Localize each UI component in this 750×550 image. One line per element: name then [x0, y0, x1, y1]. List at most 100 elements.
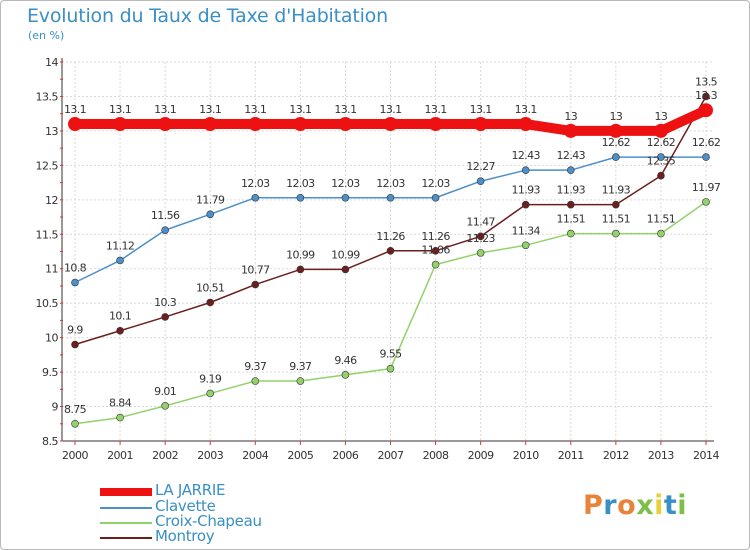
data-point — [702, 153, 710, 161]
data-labels-montroy: 9.9 10.1 10.3 10.51 10.77 10.99 10.99 11.26 11.2… — [67, 75, 718, 337]
data-label: 11.51 — [602, 213, 631, 226]
data-labels-croix-chapeau: 8.75 8.849.019.199.37 9.37 9.46 9.5511.0611.… — [64, 181, 721, 416]
y-tick-label: 10 — [45, 332, 58, 345]
data-label: 10.1 — [109, 310, 131, 323]
y-tick-label: 8.5 — [42, 435, 58, 448]
data-point — [161, 402, 169, 410]
data-label: 10.77 — [241, 264, 270, 277]
data-point — [566, 166, 575, 174]
data-point — [206, 389, 215, 398]
data-label: 12.03 — [421, 177, 450, 190]
data-label: 12.62 — [692, 136, 721, 149]
data-point — [206, 210, 215, 219]
data-label: 9.37 — [244, 360, 267, 373]
x-minor-ticks — [74, 441, 707, 445]
legend-label: Clavette — [155, 497, 216, 515]
data-label: 12.03 — [376, 177, 405, 190]
data-label: 11.97 — [692, 181, 721, 194]
data-label: 13.5 — [695, 75, 718, 88]
data-label: 11.23 — [466, 232, 495, 245]
data-label: 12.27 — [466, 160, 495, 173]
data-point — [251, 377, 260, 385]
data-point — [702, 92, 710, 101]
data-label: 12.03 — [331, 177, 360, 190]
data-point — [612, 153, 620, 161]
data-labels-la-jarrie: 13.1 13.1 13.1 13.1 13.1 13.1 13.1 13.1 13.1 13.1… — [64, 89, 718, 123]
logo-letter: P — [583, 490, 604, 521]
data-point — [612, 229, 620, 238]
data-point — [71, 278, 79, 287]
data-point — [296, 193, 305, 202]
data-point — [386, 193, 395, 202]
data-point — [657, 171, 665, 180]
data-point — [521, 200, 530, 209]
y-tick-labels: 8.5 9 9.5 10 10.5 11 11.5 12 12.5 13 13.5 14 — [36, 56, 60, 448]
data-label: 11.34 — [511, 224, 540, 237]
data-label: 12.62 — [647, 136, 676, 149]
x-tick-label: 2008 — [423, 449, 449, 462]
data-label: 11.51 — [557, 213, 586, 226]
x-tick-label: 2007 — [378, 449, 404, 462]
data-point — [476, 177, 485, 186]
data-label: 11.56 — [151, 209, 180, 222]
y-tick-label: 9.5 — [42, 366, 58, 379]
data-point — [657, 229, 665, 238]
y-tick-label: 10.5 — [36, 297, 59, 310]
data-label: 11.51 — [647, 213, 676, 226]
data-label: 9.19 — [199, 372, 222, 385]
data-label: 11.06 — [421, 244, 450, 257]
data-labels-clavette: 10.8 11.12 11.56 11.79 12.03 12.03 12.03 12.03 1… — [64, 136, 721, 274]
data-point — [113, 117, 128, 132]
data-label: 11.93 — [557, 184, 586, 197]
data-point — [341, 265, 350, 274]
data-point — [296, 377, 305, 385]
data-point — [161, 226, 169, 234]
x-tick-label: 2014 — [693, 449, 719, 462]
data-label: 13.1 — [199, 103, 221, 116]
data-point — [386, 364, 395, 373]
logo-letter: x — [636, 490, 655, 521]
data-point — [566, 200, 575, 209]
data-label: 11.12 — [106, 239, 135, 252]
data-label: 8.75 — [64, 403, 87, 416]
data-point — [476, 249, 485, 257]
data-point — [206, 298, 215, 307]
data-label: 9.9 — [67, 324, 83, 337]
legend-label: Montroy — [155, 527, 215, 545]
x-tick-label: 2003 — [197, 449, 223, 462]
data-label: 10.3 — [154, 296, 177, 309]
x-tick-label: 2011 — [558, 449, 584, 462]
data-label: 10.99 — [331, 248, 360, 261]
data-point — [383, 117, 398, 132]
data-label: 13.1 — [515, 103, 537, 116]
data-point — [612, 200, 620, 209]
y-tick-label: 12 — [45, 194, 58, 207]
data-label: 13.1 — [334, 103, 356, 116]
data-label: 13.1 — [154, 103, 176, 116]
data-label: 13.1 — [470, 103, 492, 116]
data-label: 12.62 — [602, 136, 631, 149]
data-label: 13.1 — [425, 103, 447, 116]
x-tick-label: 2006 — [332, 449, 358, 462]
data-point — [428, 117, 443, 132]
data-point — [431, 260, 440, 269]
data-point — [431, 193, 440, 202]
data-point — [338, 117, 353, 132]
legend-label: LA JARRIE — [155, 481, 226, 499]
data-label: 10.51 — [196, 281, 225, 294]
data-point — [563, 123, 578, 138]
data-point — [386, 247, 395, 255]
data-label: 13 — [655, 110, 668, 123]
data-point — [702, 198, 710, 206]
data-label: 8.84 — [109, 397, 132, 410]
data-label: 13.1 — [64, 103, 86, 116]
chart-subtitle: (en %) — [28, 29, 65, 42]
legend-swatch — [100, 507, 152, 509]
x-tick-label: 2005 — [287, 449, 313, 462]
data-point — [521, 241, 530, 250]
data-point — [71, 340, 79, 349]
data-label: 12.35 — [647, 155, 676, 168]
y-tick-label: 12.5 — [36, 159, 59, 172]
series-la-jarrie — [68, 103, 713, 138]
data-point — [476, 232, 485, 241]
